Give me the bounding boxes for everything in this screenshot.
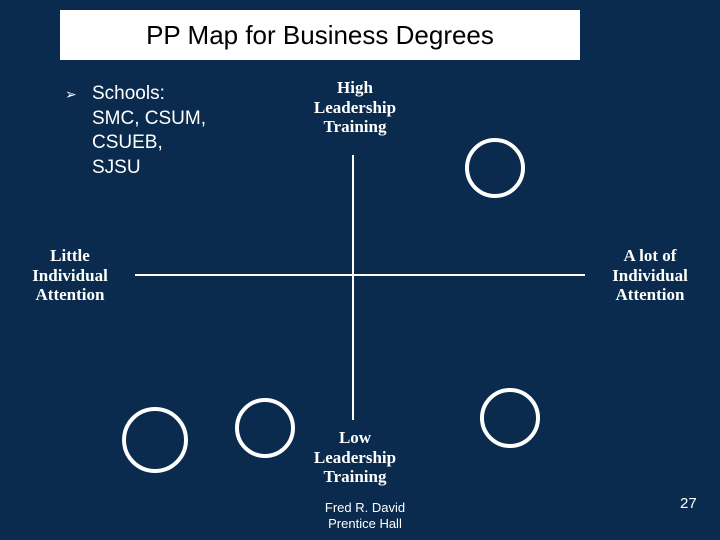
map-circle bbox=[235, 398, 295, 458]
axis-label-right: A lot ofIndividualAttention bbox=[590, 246, 710, 305]
page-number: 27 bbox=[680, 495, 697, 512]
axis-vertical bbox=[352, 155, 354, 420]
slide-root: PP Map for Business Degrees ➢ Schools:SM… bbox=[0, 0, 720, 540]
slide-title: PP Map for Business Degrees bbox=[60, 10, 580, 60]
axis-horizontal bbox=[135, 274, 585, 276]
bullet-marker-icon: ➢ bbox=[65, 86, 77, 103]
slide-title-text: PP Map for Business Degrees bbox=[146, 20, 494, 51]
axis-label-left: LittleIndividualAttention bbox=[15, 246, 125, 305]
axis-label-bottom: LowLeadershipTraining bbox=[295, 428, 415, 487]
axis-label-top: HighLeadershipTraining bbox=[295, 78, 415, 137]
map-circle bbox=[480, 388, 540, 448]
footer-text: Fred R. DavidPrentice Hall bbox=[300, 500, 430, 531]
map-circle bbox=[122, 407, 188, 473]
bullet-text: Schools:SMC, CSUM,CSUEB,SJSU bbox=[92, 82, 262, 181]
map-circle bbox=[465, 138, 525, 198]
